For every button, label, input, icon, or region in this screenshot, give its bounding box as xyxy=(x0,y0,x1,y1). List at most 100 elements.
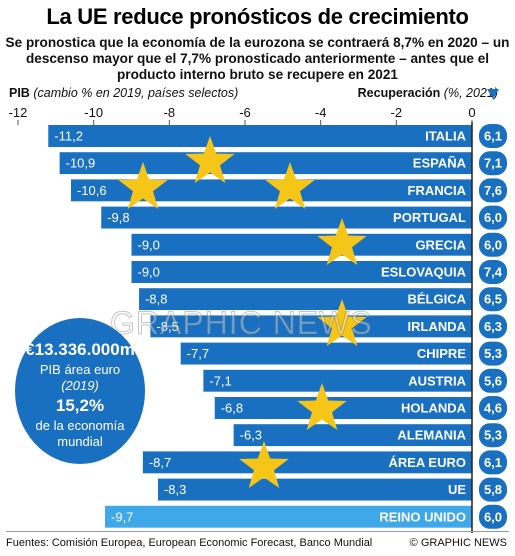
bar-category-label: BÉLGICA xyxy=(408,292,467,307)
x-tick-label: -8 xyxy=(164,105,176,120)
recovery-badge xyxy=(479,260,507,284)
bar xyxy=(105,505,473,528)
bar-category-label: ÁREA EURO xyxy=(388,455,466,470)
bar xyxy=(203,369,472,392)
bar-value-label: -6,3 xyxy=(240,428,262,443)
bar xyxy=(70,179,472,202)
star-icon xyxy=(118,162,168,209)
gdp-axis-label: PIB (cambio % en 2019, países selectos) xyxy=(9,86,238,100)
bubble-percent: 15,2% xyxy=(55,396,105,415)
bar-category-label: IRLANDA xyxy=(408,319,467,334)
star-icon xyxy=(239,441,289,488)
chart-title: La UE reduce pronósticos de crecimiento xyxy=(46,4,469,29)
recovery-value: 5,6 xyxy=(484,373,502,388)
bar-value-label: -8,3 xyxy=(164,482,186,497)
bar-value-label: -9,0 xyxy=(138,237,160,252)
star-icon xyxy=(317,299,367,346)
bar xyxy=(180,342,472,365)
bar-value-label: -8,8 xyxy=(145,292,167,307)
recovery-badge xyxy=(479,287,507,312)
bar-value-label: -8,7 xyxy=(149,455,171,470)
x-tick-label: 0 xyxy=(468,105,475,120)
bar-separator xyxy=(142,473,472,476)
recovery-value: 7,4 xyxy=(484,265,503,280)
bar-separator xyxy=(203,391,472,394)
bubble-line4: mundial xyxy=(57,434,103,449)
bubble-line1: PIB área euro xyxy=(39,362,121,377)
bar-separator xyxy=(233,446,472,449)
bar-value-label: -6,8 xyxy=(221,401,243,416)
bar-separator xyxy=(48,147,473,149)
recovery-badge xyxy=(479,450,507,475)
euro-area-gdp-bubble: €13.336.000m PIB área euro (2019) 15,2% … xyxy=(15,318,145,464)
star-icon xyxy=(185,136,235,183)
recovery-value: 5,3 xyxy=(484,428,502,443)
bar-category-label: GRECIA xyxy=(415,237,466,252)
x-tick-label: -12 xyxy=(9,105,28,120)
bar-value-label: -9,0 xyxy=(138,265,160,280)
recovery-badge xyxy=(479,396,507,420)
recovery-badge xyxy=(479,232,507,257)
bar-value-label: -7,7 xyxy=(187,346,209,361)
recovery-value: 6,0 xyxy=(484,509,502,524)
bar xyxy=(139,288,473,311)
bubble-line3: de la economía xyxy=(35,418,125,433)
x-tick-label: -4 xyxy=(315,105,327,120)
recovery-value: 6,1 xyxy=(484,129,502,144)
recovery-badge xyxy=(479,151,507,176)
bar-category-label: REINO UNIDO xyxy=(379,509,466,524)
bar-value-label: -10,9 xyxy=(66,156,96,171)
recovery-badge xyxy=(479,124,507,148)
bar xyxy=(101,206,472,229)
bar-separator xyxy=(70,201,472,204)
recovery-value: 6,0 xyxy=(484,210,502,225)
recovery-value: 6,3 xyxy=(484,319,502,334)
bar-separator xyxy=(105,527,473,530)
bar-separator xyxy=(180,364,472,367)
bar xyxy=(233,424,472,447)
bar-separator xyxy=(131,283,472,285)
bar-value-label: -11,2 xyxy=(54,129,83,144)
bar-separator xyxy=(59,174,472,177)
bar-value-label: -9,8 xyxy=(107,210,129,225)
x-tick-label: -6 xyxy=(239,105,251,120)
recovery-value: 6,1 xyxy=(484,455,502,470)
bar xyxy=(131,261,472,283)
recovery-value: 5,3 xyxy=(484,346,502,361)
bar xyxy=(157,478,472,501)
bar-separator xyxy=(131,255,472,258)
recovery-badge xyxy=(479,205,507,230)
recovery-badge xyxy=(479,368,507,393)
recovery-marker-icon xyxy=(487,89,499,99)
recovery-badge xyxy=(479,504,507,529)
recovery-value: 6,0 xyxy=(484,237,502,252)
bar-category-label: PORTUGAL xyxy=(393,210,466,225)
bar-separator xyxy=(139,310,473,313)
recovery-badge xyxy=(479,178,507,203)
credit: © GRAPHIC NEWS xyxy=(409,537,507,549)
star-icon xyxy=(297,383,347,430)
bar-category-label: FRANCIA xyxy=(408,183,467,198)
bar xyxy=(59,152,472,175)
recovery-axis-label: Recuperación (%, 2021) xyxy=(358,86,498,100)
star-icon xyxy=(317,218,367,265)
bar xyxy=(214,397,472,419)
bubble-amount: €13.336.000m xyxy=(25,340,135,359)
recovery-badge xyxy=(479,341,507,366)
bar-category-label: UE xyxy=(448,482,466,497)
recovery-badge xyxy=(479,314,507,339)
bar-category-label: HOLANDA xyxy=(401,401,467,416)
bar xyxy=(150,315,472,338)
recovery-axis-label-italic: (%, 2021) xyxy=(443,86,498,100)
star-icon xyxy=(265,162,315,209)
recovery-value: 6,5 xyxy=(484,292,502,307)
chart-subtitle: Se pronostica que la economía de la euro… xyxy=(5,35,510,82)
recovery-badge xyxy=(479,477,507,502)
bar-category-label: CHIPRE xyxy=(417,346,466,361)
bar-value-label: -10,6 xyxy=(77,183,107,198)
recovery-value: 7,6 xyxy=(484,183,502,198)
bar-category-label: ITALIA xyxy=(425,129,467,144)
recovery-value: 4,6 xyxy=(484,401,502,416)
bar-category-label: ESPAÑA xyxy=(413,156,467,171)
